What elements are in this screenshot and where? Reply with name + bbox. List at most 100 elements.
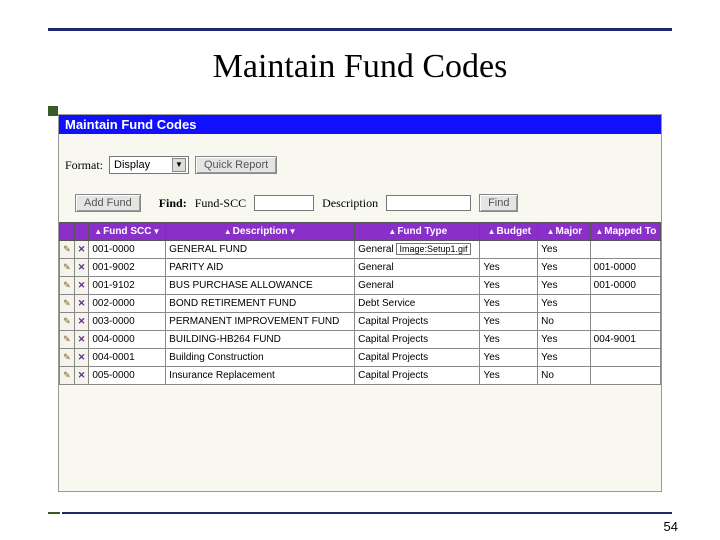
cell-major: Yes — [538, 277, 590, 295]
cell-fund-scc: 003-0000 — [89, 313, 166, 331]
cell-major: Yes — [538, 259, 590, 277]
cell-mapped-to — [590, 295, 660, 313]
slide-title: Maintain Fund Codes — [0, 48, 720, 86]
find-fundscc-input[interactable] — [254, 195, 314, 211]
cell-major: Yes — [538, 295, 590, 313]
chevron-down-icon: ▼ — [172, 158, 186, 172]
cell-fund-type: Capital Projects — [355, 349, 480, 367]
cell-mapped-to — [590, 349, 660, 367]
cell-major: No — [538, 367, 590, 385]
cell-mapped-to: 004-9001 — [590, 331, 660, 349]
edit-icon[interactable]: ✎ — [63, 298, 71, 308]
th-mapped-to[interactable]: ▲Mapped To — [590, 223, 660, 241]
delete-icon[interactable]: ✕ — [78, 334, 86, 344]
slide-bottom-border — [48, 512, 672, 514]
page-number: 54 — [664, 519, 678, 534]
cell-budget: Yes — [480, 313, 538, 331]
cell-fund-type: Debt Service — [355, 295, 480, 313]
cell-mapped-to — [590, 313, 660, 331]
delete-icon[interactable]: ✕ — [78, 316, 86, 326]
th-budget[interactable]: ▲Budget — [480, 223, 538, 241]
cell-budget: Yes — [480, 367, 538, 385]
delete-icon[interactable]: ✕ — [78, 244, 86, 254]
edit-icon[interactable]: ✎ — [63, 244, 71, 254]
th-fund-type[interactable]: ▲Fund Type — [355, 223, 480, 241]
find-description-input[interactable] — [386, 195, 471, 211]
cell-budget: Yes — [480, 331, 538, 349]
find-fundscc-label: Fund-SCC — [195, 196, 246, 211]
cell-description: Insurance Replacement — [166, 367, 355, 385]
cell-description: BOND RETIREMENT FUND — [166, 295, 355, 313]
cell-fund-scc: 005-0000 — [89, 367, 166, 385]
delete-icon[interactable]: ✕ — [78, 370, 86, 380]
table-row: ✎✕001-0000GENERAL FUNDGeneral Image:Setu… — [60, 241, 661, 259]
format-select-value: Display — [114, 159, 150, 171]
cell-fund-type: Capital Projects — [355, 331, 480, 349]
cell-major: No — [538, 313, 590, 331]
cell-budget — [480, 241, 538, 259]
format-row: Format: Display ▼ Quick Report — [59, 134, 661, 180]
cell-description: PERMANENT IMPROVEMENT FUND — [166, 313, 355, 331]
sort-up-icon: ▲ — [224, 227, 232, 236]
edit-icon[interactable]: ✎ — [63, 316, 71, 326]
sort-up-icon: ▲ — [547, 227, 555, 236]
cell-fund-type: General Image:Setup1.gif — [355, 241, 480, 259]
table-row: ✎ ✕003-0000PERMANENT IMPROVEMENT FUNDCapi… — [60, 313, 661, 331]
slide-top-border — [48, 28, 672, 31]
format-label: Format: — [65, 158, 103, 173]
cell-fund-scc: 002-0000 — [89, 295, 166, 313]
find-label: Find: — [159, 196, 187, 211]
cell-fund-type: General — [355, 277, 480, 295]
cell-fund-type: Capital Projects — [355, 367, 480, 385]
delete-icon[interactable]: ✕ — [78, 352, 86, 362]
edit-icon[interactable]: ✎ — [63, 280, 71, 290]
cell-budget: Yes — [480, 295, 538, 313]
cell-major: Yes — [538, 331, 590, 349]
add-fund-button[interactable]: Add Fund — [75, 194, 141, 212]
sort-down-icon: ▼ — [289, 227, 297, 236]
quick-report-button[interactable]: Quick Report — [195, 156, 277, 174]
edit-icon[interactable]: ✎ — [63, 370, 71, 380]
cell-fund-scc: 001-9102 — [89, 277, 166, 295]
edit-icon[interactable]: ✎ — [63, 262, 71, 272]
cell-budget: Yes — [480, 277, 538, 295]
table-row: ✎✕001-9002PARITY AIDGeneralYesYes001-000… — [60, 259, 661, 277]
cell-major: Yes — [538, 349, 590, 367]
delete-icon[interactable]: ✕ — [78, 280, 86, 290]
format-select[interactable]: Display ▼ — [109, 156, 189, 174]
cell-description: BUS PURCHASE ALLOWANCE — [166, 277, 355, 295]
table-row: ✎✕001-9102BUS PURCHASE ALLOWANCEGeneralY… — [60, 277, 661, 295]
sort-up-icon: ▲ — [488, 227, 496, 236]
edit-icon[interactable]: ✎ — [63, 352, 71, 362]
cell-description: BUILDING-HB264 FUND — [166, 331, 355, 349]
th-fund-scc[interactable]: ▲Fund SCC▼ — [89, 223, 166, 241]
cell-mapped-to: 001-0000 — [590, 277, 660, 295]
sort-up-icon: ▲ — [94, 227, 102, 236]
th-description[interactable]: ▲Description▼ — [166, 223, 355, 241]
cell-fund-type: General — [355, 259, 480, 277]
cell-fund-type: Capital Projects — [355, 313, 480, 331]
cell-mapped-to: 001-0000 — [590, 259, 660, 277]
table-row: ✎ ✕004-0001Building ConstructionCapital P… — [60, 349, 661, 367]
delete-icon[interactable]: ✕ — [78, 262, 86, 272]
app-window: Maintain Fund Codes Format: Display ▼ Qu… — [58, 114, 662, 492]
cell-mapped-to — [590, 367, 660, 385]
cell-description: Building Construction — [166, 349, 355, 367]
cell-fund-scc: 004-0001 — [89, 349, 166, 367]
table-row: ✎ ✕005-0000Insurance ReplacementCapital P… — [60, 367, 661, 385]
cell-budget: Yes — [480, 349, 538, 367]
cell-fund-scc: 001-0000 — [89, 241, 166, 259]
cell-budget: Yes — [480, 259, 538, 277]
cell-fund-scc: 001-9002 — [89, 259, 166, 277]
sort-up-icon: ▲ — [595, 227, 603, 236]
th-major[interactable]: ▲Major — [538, 223, 590, 241]
fund-codes-table: ▲Fund SCC▼ ▲Description▼ ▲Fund Type ▲Bud… — [59, 222, 661, 385]
sort-down-icon: ▼ — [152, 227, 160, 236]
find-row: Add Fund Find: Fund-SCC Description Find — [59, 180, 661, 222]
cell-fund-scc: 004-0000 — [89, 331, 166, 349]
edit-icon[interactable]: ✎ — [63, 334, 71, 344]
cell-mapped-to — [590, 241, 660, 259]
find-button[interactable]: Find — [479, 194, 518, 212]
table-row: ✎ ✕002-0000BOND RETIREMENT FUNDDebt Servi… — [60, 295, 661, 313]
delete-icon[interactable]: ✕ — [78, 298, 86, 308]
